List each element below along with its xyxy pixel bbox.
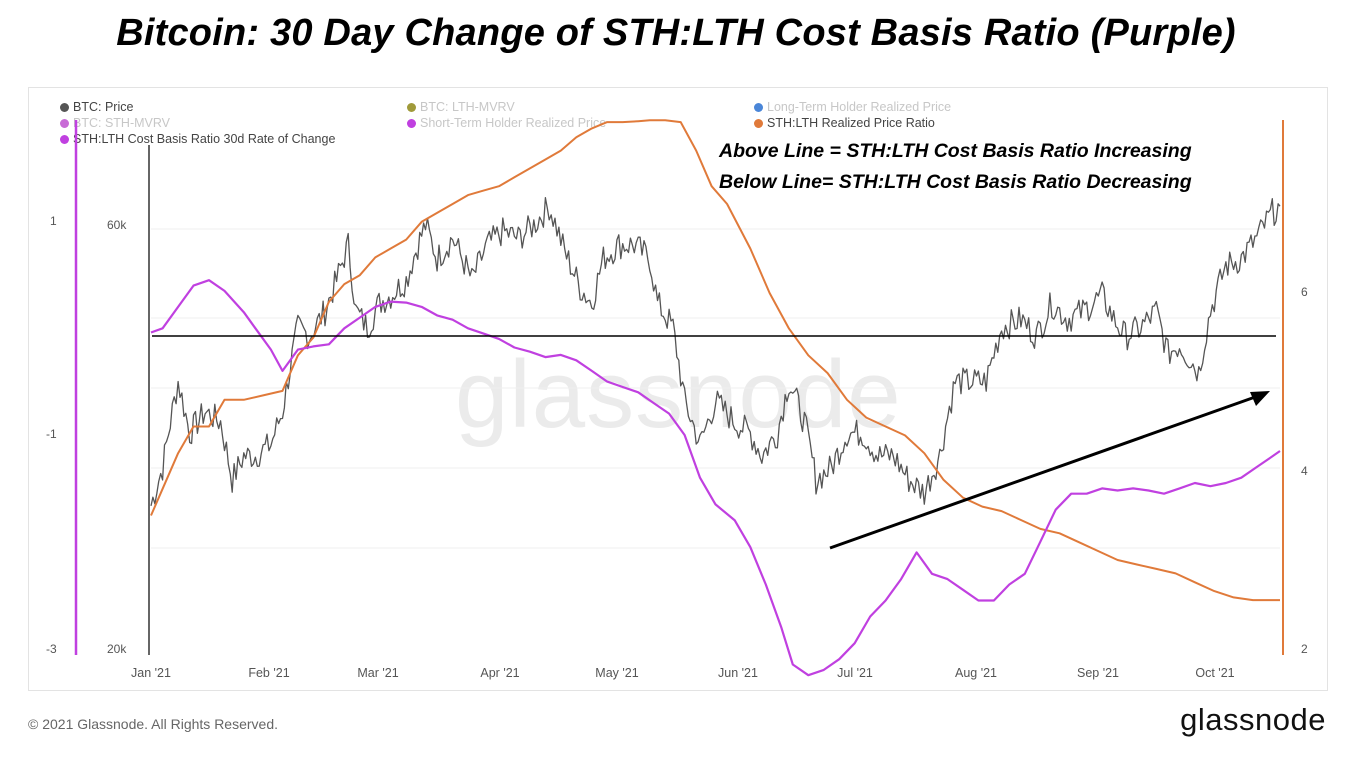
legend-dot-icon <box>754 103 763 112</box>
legend-label: BTC: STH-MVRV <box>73 116 170 130</box>
chart-title: Bitcoin: 30 Day Change of STH:LTH Cost B… <box>116 12 1236 54</box>
legend-item-ratio[interactable]: STH:LTH Realized Price Ratio <box>754 116 935 130</box>
legend-label: Short-Term Holder Realized Price <box>420 116 607 130</box>
left-axis-tick: 1 <box>50 214 57 228</box>
legend-dot-icon <box>60 103 69 112</box>
x-axis-tick: Apr '21 <box>480 666 520 680</box>
legend-dot-icon <box>60 135 69 144</box>
x-axis-tick: May '21 <box>595 666 639 680</box>
price-axis-tick: 60k <box>107 218 127 232</box>
left-axis-tick: -3 <box>46 642 57 656</box>
legend-label: STH:LTH Cost Basis Ratio 30d Rate of Cha… <box>73 132 336 146</box>
x-axis-tick: Jan '21 <box>131 666 171 680</box>
trend-arrow-head-icon <box>1250 391 1270 406</box>
series-btc-price <box>150 197 1281 507</box>
legend-item-lth-realized-price[interactable]: Long-Term Holder Realized Price <box>754 100 951 114</box>
legend-item-lth-mvrv[interactable]: BTC: LTH-MVRV <box>407 100 515 114</box>
right-axis-tick: 2 <box>1301 642 1308 656</box>
price-axis-tick: 20k <box>107 642 127 656</box>
trend-arrow-shaft <box>829 394 1259 550</box>
legend-dot-icon <box>60 119 69 128</box>
series-sth-lth-ratio <box>150 119 1280 602</box>
annotation-above-line: Above Line = STH:LTH Cost Basis Ratio In… <box>719 140 1192 162</box>
left-axis-tick: -1 <box>46 427 57 441</box>
legend-label: Long-Term Holder Realized Price <box>767 100 952 114</box>
legend-item-btc-price[interactable]: BTC: Price <box>60 100 133 114</box>
legend-label: BTC: LTH-MVRV <box>420 100 515 114</box>
legend-dot-icon <box>407 103 416 112</box>
legend-item-sth-mvrv[interactable]: BTC: STH-MVRV <box>60 116 170 130</box>
x-axis-tick: Jul '21 <box>837 666 873 680</box>
legend-dot-icon <box>407 119 416 128</box>
chart-panel <box>28 87 1328 691</box>
legend-item-sth-realized-price[interactable]: Short-Term Holder Realized Price <box>407 116 606 130</box>
right-axis-tick: 4 <box>1301 464 1308 478</box>
x-axis-tick: Oct '21 <box>1195 666 1235 680</box>
legend-label: BTC: Price <box>73 100 134 114</box>
x-axis-tick: Feb '21 <box>248 666 290 680</box>
legend-label: STH:LTH Realized Price Ratio <box>767 116 935 130</box>
series-roc <box>150 279 1281 677</box>
x-axis-tick: Mar '21 <box>357 666 399 680</box>
copyright-footer: © 2021 Glassnode. All Rights Reserved. <box>28 716 279 732</box>
annotation-below-line: Below Line= STH:LTH Cost Basis Ratio Dec… <box>719 171 1192 193</box>
x-axis-tick: Aug '21 <box>954 666 998 680</box>
brand-logo: glassnode <box>1180 702 1326 737</box>
legend-item-roc[interactable]: STH:LTH Cost Basis Ratio 30d Rate of Cha… <box>60 132 335 146</box>
x-axis-tick: Jun '21 <box>718 666 758 680</box>
right-axis-tick: 6 <box>1301 285 1308 299</box>
legend-dot-icon <box>754 119 763 128</box>
x-axis-tick: Sep '21 <box>1076 666 1120 680</box>
